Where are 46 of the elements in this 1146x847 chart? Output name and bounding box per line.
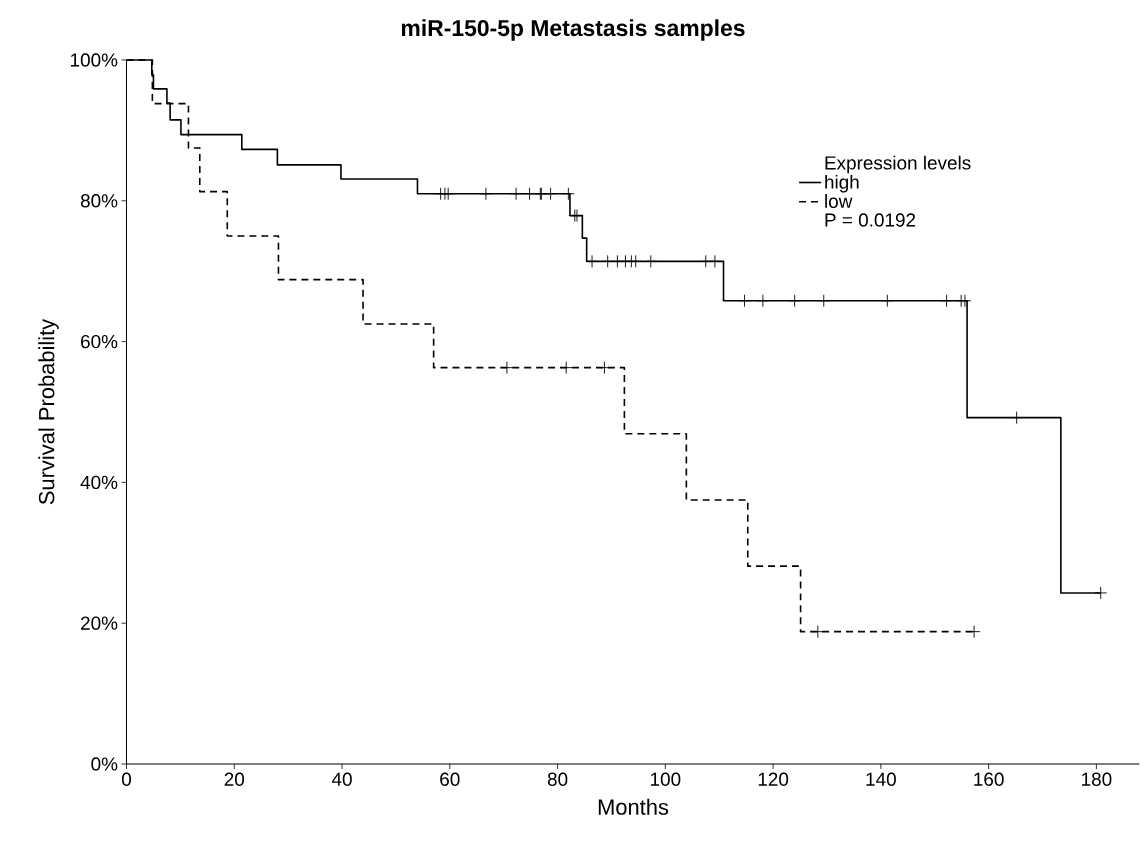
chart-title: miR-150-5p Metastasis samples [401,19,745,41]
point [967,625,981,639]
point [1010,411,1024,425]
legend-title: Expression levels [825,155,971,174]
point [585,254,599,268]
y-tick-label: 60% [81,334,118,349]
point [559,361,573,375]
y-tick-label: 80% [80,194,118,208]
x-tick-label: 140 [866,772,896,786]
x-tick-label: 40 [331,772,352,786]
x-tick-label: 180 [1082,772,1112,786]
point [708,254,722,268]
point [738,294,751,308]
point [958,294,972,308]
point [788,294,802,308]
x-tick-label: 60 [440,772,460,786]
y-tick-label: 100% [71,53,118,67]
x-tick-label: 20 [224,772,245,786]
point [598,361,611,375]
point [500,361,514,375]
point [561,187,575,201]
x-tick-label: 160 [974,772,1004,786]
annotation: P = 0.0192 [825,213,916,227]
point [544,187,558,201]
y-tick-label: 0% [91,757,118,771]
point [756,294,770,308]
y-axis-title: Survival Probability [38,318,59,505]
point [479,187,493,201]
point [1094,586,1108,600]
legend-label: high [825,174,859,193]
point [811,625,825,639]
point [644,254,658,268]
legend-label: low [825,194,853,208]
point [509,187,523,201]
x-tick-label: 120 [758,772,789,786]
point [940,294,954,308]
point [817,294,831,308]
x-axis-title: Months [598,798,669,815]
point [880,294,894,308]
x-tick-label: 80 [547,772,568,786]
point [523,187,536,201]
y-tick-label: 20% [81,616,118,630]
x-tick-label: 100 [650,772,681,786]
x-tick-label: 0 [121,772,132,786]
point [629,254,643,268]
y-tick-label: 40% [80,475,118,490]
